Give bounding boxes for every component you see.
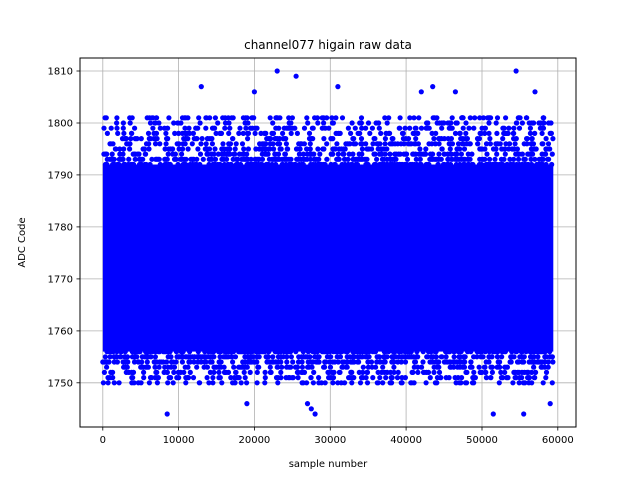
outlier-point: [164, 411, 170, 417]
outlier-point: [452, 89, 458, 95]
outlier-point: [547, 401, 553, 407]
x-axis: 0 10000 20000 30000 40000 50000 60000: [100, 427, 574, 446]
y-tick-label: 1770: [48, 274, 73, 285]
x-tick-label: 40000: [390, 435, 422, 446]
scatter-points: [100, 115, 556, 386]
outlier-point: [532, 89, 538, 95]
x-axis-label: sample number: [289, 459, 368, 470]
outlier-point: [274, 68, 280, 74]
outlier-point: [304, 401, 311, 407]
outlier-point: [312, 411, 318, 417]
outlier-point: [293, 73, 299, 79]
outlier-point: [251, 89, 257, 95]
x-tick-label: 20000: [238, 435, 270, 446]
x-tick-label: 30000: [314, 435, 346, 446]
chart-title: channel077 higain raw data: [244, 38, 412, 52]
outlier-point: [335, 84, 341, 90]
dense-sample-band: [102, 164, 554, 352]
x-tick-label: 60000: [542, 435, 574, 446]
y-axis: 1750 1760 1770 1780 1790 1800 1810: [48, 67, 80, 389]
outlier-point: [490, 411, 496, 417]
y-tick-label: 1750: [48, 378, 73, 389]
y-tick-label: 1790: [48, 170, 73, 181]
y-tick-label: 1780: [48, 222, 73, 233]
outlier-point: [513, 68, 519, 74]
data-points: [100, 68, 556, 417]
outlier-point: [521, 411, 527, 417]
y-tick-label: 1760: [48, 326, 73, 337]
x-tick-label: 0: [100, 435, 106, 446]
y-axis-label: ADC Code: [17, 217, 28, 267]
plot-frame: [79, 57, 577, 428]
outlier-point: [198, 84, 204, 90]
x-tick-label: 50000: [466, 435, 498, 446]
y-tick-label: 1800: [48, 119, 73, 130]
outlier-point: [418, 89, 424, 95]
outlier-point: [244, 401, 250, 407]
outlier-point: [430, 84, 436, 90]
outlier-point: [308, 406, 314, 412]
y-tick-label: 1810: [48, 67, 73, 78]
x-tick-label: 10000: [163, 435, 195, 446]
